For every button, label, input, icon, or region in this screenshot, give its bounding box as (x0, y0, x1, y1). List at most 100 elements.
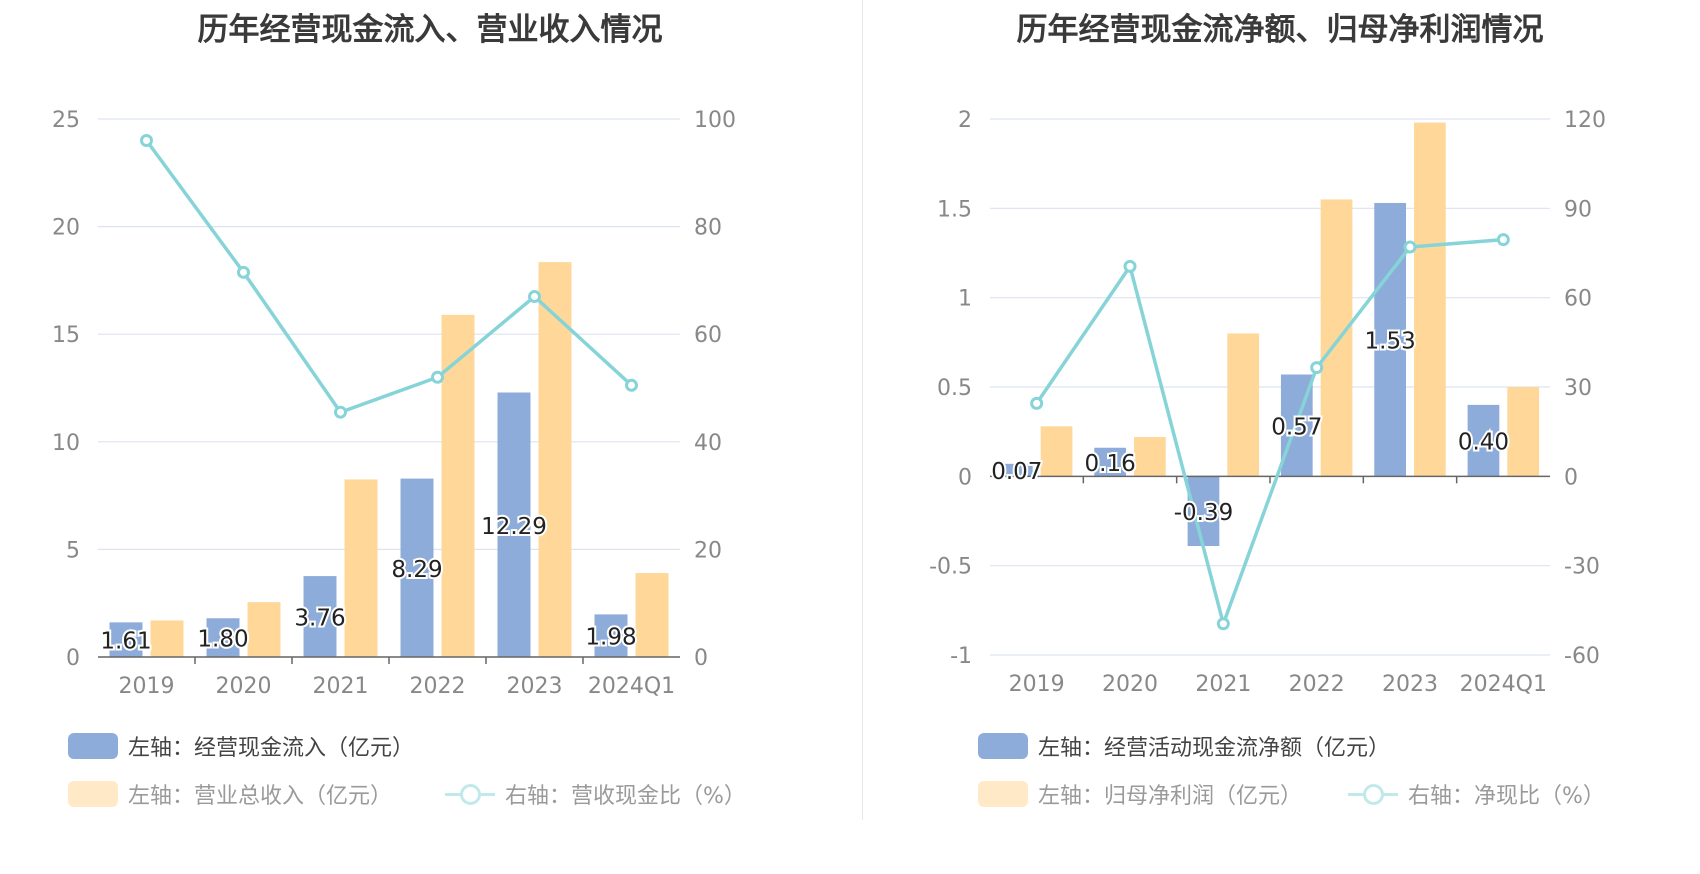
left-legend-swatch-cash-inflow (68, 733, 118, 759)
left-legend-swatch-revenue (68, 781, 118, 807)
left-bar-data-label: 8.29 (391, 557, 442, 583)
left-left-axis-tick-label: 25 (52, 108, 80, 133)
right-x-axis-tick-label: 2019 (1009, 672, 1065, 697)
right-bar-data-label: 0.57 (1271, 414, 1322, 440)
right-left-axis-tick-label: 0 (958, 465, 972, 490)
left-bar-series2 (344, 479, 378, 657)
left-line-point (334, 405, 347, 419)
right-line-point (1496, 233, 1510, 247)
right-bar-series2 (1320, 199, 1353, 477)
left-bar-series1 (303, 576, 337, 657)
right-right-axis-tick-label: -60 (1564, 644, 1600, 669)
right-legend-item-net-profit[interactable]: 左轴：归母净利润（亿元） (978, 778, 1302, 810)
left-bar-series1 (400, 478, 434, 657)
left-bar-series1 (497, 392, 531, 657)
right-x-axis-tick-label: 2023 (1382, 672, 1438, 697)
right-legend-item-net-cash-flow[interactable]: 左轴：经营活动现金流净额（亿元） (978, 730, 1390, 762)
right-bar-series2 (1134, 437, 1166, 477)
right-legend-swatch-net-profit (978, 781, 1028, 807)
right-bar-data-label: 0.16 (1085, 451, 1136, 477)
right-bar-series2 (1507, 387, 1540, 477)
left-x-axis-tick-label: 2020 (216, 674, 272, 699)
right-x-axis-tick-label: 2020 (1102, 672, 1158, 697)
right-right-axis-tick-label: 90 (1564, 197, 1592, 222)
right-bar-series1 (1374, 202, 1406, 477)
right-legend-line-marker-icon (1348, 781, 1398, 807)
left-left-axis-tick-label: 0 (66, 646, 80, 671)
left-bar-data-label: 1.98 (585, 625, 636, 651)
right-right-axis-tick-label: 0 (1564, 465, 1578, 490)
right-chart-svg: -1 -60 -0.5 -30 0 0 0.5 30 1 60 1.5 90 2 120 2019 2020 2… (929, 108, 1606, 697)
right-x-axis-tick-label: 2024Q1 (1460, 672, 1547, 697)
left-legend-line-marker-icon (445, 781, 495, 807)
left-chart-title: 历年经营现金流入、营业收入情况 (197, 12, 663, 48)
right-left-axis-tick-label: 2 (958, 108, 972, 133)
right-legend-label-net-profit: 左轴：归母净利润（亿元） (1038, 784, 1303, 809)
right-legend-item-net-cash-ratio[interactable]: 右轴：净现比（%） (1348, 778, 1605, 810)
left-right-axis-tick-label: 40 (694, 431, 722, 456)
right-left-axis-tick-label: -1 (950, 644, 972, 669)
right-chart-title: 历年经营现金流净额、归母净利润情况 (1016, 12, 1544, 48)
left-bar-series2 (441, 314, 475, 657)
right-x-axis-tick-label: 2021 (1195, 672, 1251, 697)
left-right-axis-tick-label: 20 (694, 538, 722, 563)
left-line-point (237, 265, 250, 279)
left-x-axis-tick-label: 2023 (507, 674, 563, 699)
left-legend-item-cash-inflow[interactable]: 左轴：经营现金流入（亿元） (68, 730, 414, 762)
right-bar-series1 (1000, 463, 1033, 477)
right-left-axis-tick-label: 1.5 (937, 197, 972, 222)
left-right-axis-tick-label: 0 (694, 646, 708, 671)
left-right-axis-tick-label: 80 (694, 216, 722, 241)
left-chart-svg: 0 0 5 20 10 40 15 60 20 80 25 100 2019 2020 2021 2022 20… (52, 108, 736, 699)
left-x-axis-tick-label: 2021 (313, 674, 369, 699)
left-bar-series2 (247, 602, 281, 657)
right-x-axis-tick-label: 2022 (1289, 672, 1345, 697)
left-legend-label-cash-inflow: 左轴：经营现金流入（亿元） (128, 736, 415, 761)
right-bar-series1 (1094, 447, 1126, 477)
left-bar-series1 (594, 614, 628, 657)
left-legend-label-revenue: 左轴：营业总收入（亿元） (128, 784, 393, 809)
right-right-axis-tick-label: 60 (1564, 287, 1592, 312)
right-right-axis-tick-label: 120 (1564, 108, 1606, 133)
right-bar-series1 (1467, 404, 1500, 477)
left-legend-item-revenue[interactable]: 左轴：营业总收入（亿元） (68, 778, 392, 810)
left-x-axis-tick-label: 2024Q1 (588, 674, 675, 699)
left-line-series (145, 139, 633, 414)
right-right-axis-tick-label: -30 (1564, 555, 1600, 580)
left-bar-series1 (109, 622, 143, 657)
left-bar-series2 (635, 573, 669, 657)
left-bar-data-label: 12.29 (481, 514, 547, 540)
right-bar-series2 (1414, 122, 1446, 477)
left-right-axis-tick-label: 100 (694, 108, 736, 133)
left-line-point (431, 370, 444, 384)
right-bar-data-label: 0.40 (1458, 430, 1509, 456)
left-left-axis-tick-label: 15 (52, 323, 80, 348)
left-bar-series2 (150, 620, 184, 657)
right-bar-series2 (1227, 333, 1260, 477)
panel-divider (862, 0, 863, 820)
left-bar-series2 (538, 262, 572, 657)
left-bar-data-label: 3.76 (294, 606, 345, 632)
left-left-axis-tick-label: 20 (52, 216, 80, 241)
right-line-point (1123, 259, 1137, 273)
left-line-point (140, 134, 153, 148)
left-legend-item-cash-ratio[interactable]: 右轴：营收现金比（%） (445, 778, 746, 810)
right-left-axis-tick-label: -0.5 (929, 555, 972, 580)
right-legend-swatch-net-cash-flow (978, 733, 1028, 759)
left-left-axis-tick-label: 5 (66, 538, 80, 563)
left-left-axis-tick-label: 10 (52, 431, 80, 456)
right-line-point (1403, 240, 1417, 254)
right-bar-data-label: 0.07 (991, 459, 1042, 485)
right-left-axis-tick-label: 1 (958, 287, 972, 312)
left-legend-label-cash-ratio: 右轴：营收现金比（%） (505, 784, 746, 809)
left-bar-data-label: 1.61 (100, 629, 151, 655)
left-x-axis-tick-label: 2022 (410, 674, 466, 699)
right-right-axis-tick-label: 30 (1564, 376, 1592, 401)
left-right-axis-tick-label: 60 (694, 323, 722, 348)
right-left-axis-tick-label: 0.5 (937, 376, 972, 401)
right-line-point (1310, 361, 1324, 375)
right-line-point (1216, 617, 1230, 631)
left-line-point (528, 290, 541, 304)
right-bar-data-label: -0.39 (1174, 500, 1234, 526)
right-legend-label-net-cash-ratio: 右轴：净现比（%） (1408, 784, 1605, 809)
